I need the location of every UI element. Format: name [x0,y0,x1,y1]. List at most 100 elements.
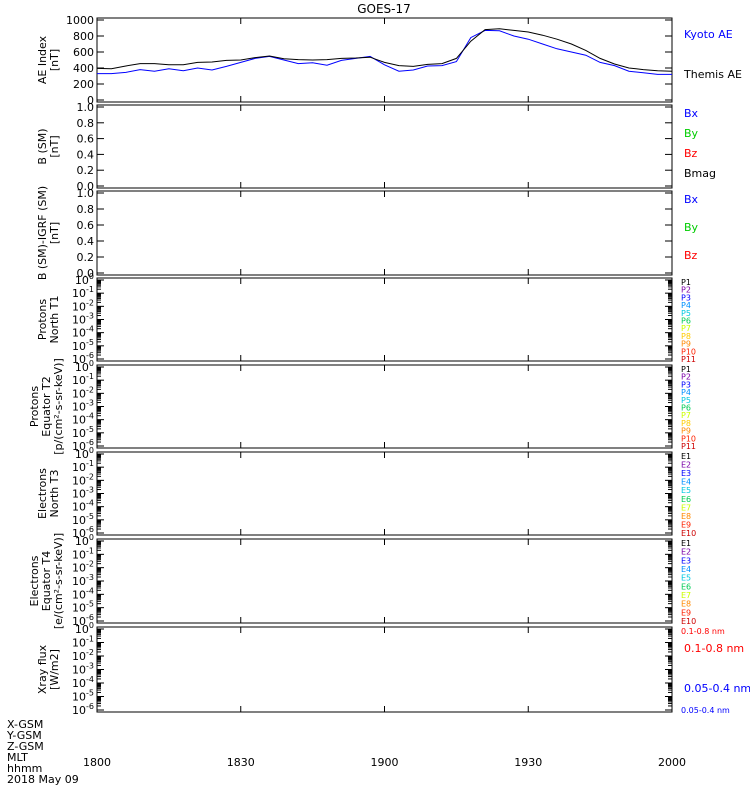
legend-entry: E3 [681,556,691,565]
ytick-label: 10-5 [72,512,94,527]
panel-ylabel: ProtonsNorth T1 [36,296,61,344]
ytick-label: 10-2 [72,298,94,313]
ytick-label: 600 [73,46,94,59]
themis-ae-series-line [96,28,673,72]
ytick-label: 0.6 [77,133,95,146]
xtick-label: 1930 [514,756,542,769]
panel-ylabel: ProtonsEquator T2[p/(cm²-s-sr-keV)] [28,358,65,455]
legend-entry: E1 [681,539,691,548]
ytick-label: 10-5 [72,689,94,704]
legend-entry: P6 [681,404,691,413]
panel-frame [96,451,673,536]
ytick-label: 10-6 [72,702,94,717]
panel-frame [96,364,673,449]
ytick-label: 10-2 [72,648,94,663]
time-axis: 1800 1830 1900 1930 2000 [83,18,686,769]
legend-entry: E9 [681,608,691,617]
legend-entry: E2 [681,461,691,470]
ytick-label: 10-4 [72,499,94,514]
legend-entry: E10 [681,617,696,626]
legend-entry: 0.05-0.4 nm [681,706,730,715]
legend-entry: P10 [681,434,696,443]
ytick-label: 10-4 [72,586,94,601]
legend-entry: Bmag [684,167,716,180]
ytick-label: 1.0 [77,187,95,200]
legend-entry: E2 [681,548,691,557]
ytick-label: 0.6 [77,219,95,232]
ytick-label: 800 [73,30,94,43]
panel-ylabel: Xray flux[W/m2] [36,644,61,694]
legend-entry: P8 [681,332,691,341]
legend-entry: P7 [681,411,691,420]
panel-frame [96,538,673,624]
footer-row-label: MLT [7,751,28,764]
ytick-label: 10-2 [72,472,94,487]
plot-title: GOES-17 [357,2,411,16]
ytick-label: 0.0 [77,267,95,280]
legend-entry: P1 [681,278,691,287]
ytick-label: 10-1 [72,372,94,387]
ytick-label: 10-6 [72,351,94,366]
panel-ylabel: B (SM)-IGRF (SM)[nT] [36,186,61,280]
ytick-label: 0.2 [77,251,95,264]
panel-ylabel: B (SM)[nT] [36,128,61,164]
legend-entry: E7 [681,503,691,512]
legend-entry: By [684,127,699,140]
ytick-label: 10-5 [72,425,94,440]
ytick-label: 100 [75,533,94,548]
legend-entry: P4 [681,301,691,310]
ytick-label: 100 [75,621,94,636]
ytick-label: 0.8 [77,203,95,216]
panel-stack: 0 200 400 600 800 1000 AE Index[nT] Kyoto AE The… [28,14,750,717]
panel-ae: 0 200 400 600 800 1000 AE Index[nT] Kyoto AE The… [36,14,742,107]
ytick-label: 10-3 [72,312,94,327]
ytick-label: 10-4 [72,325,94,340]
xtick-label: 1900 [371,756,399,769]
legend-entry: Themis AE [683,68,742,81]
legend-entry: P11 [681,355,696,364]
legend-entry: Kyoto AE [684,28,733,41]
ytick-label: 10-2 [72,560,94,575]
ytick-label: 10-6 [72,438,94,453]
legend-entry: 0.1-0.8 nm [684,642,744,655]
panel-frame [96,190,673,276]
ytick-label: 10-3 [72,486,94,501]
legend-entry: E3 [681,469,691,478]
ytick-label: 10-4 [72,675,94,690]
legend-entry: E6 [681,582,691,591]
ytick-label: 0.0 [77,180,95,193]
legend-entry: E7 [681,591,691,600]
footer-row-label: hhmm [7,762,42,775]
legend-entry: Bx [684,193,699,206]
ytick-label: 10-6 [72,613,94,628]
ytick-label: 100 [75,272,94,287]
legend-entry: P6 [681,317,691,326]
legend-entry: E8 [681,512,691,521]
legend-entry: P1 [681,365,691,374]
footer-date: 2018 May 09 [7,773,79,786]
legend-entry: P11 [681,442,696,451]
legend-entry: Bz [684,249,698,262]
legend-entry: P10 [681,347,696,356]
ytick-label: 100 [75,446,94,461]
legend-entry: P2 [681,286,691,295]
legend-entry: E8 [681,600,691,609]
ytick-label: 10-3 [72,662,94,677]
ytick-label: 0.4 [77,148,95,161]
ytick-label: 100 [75,359,94,374]
panel-frame [96,626,673,713]
legend-entry: Bz [684,147,698,160]
ytick-label: 1.0 [77,101,95,114]
ytick-label: 400 [73,62,94,75]
legend-entry: 0.1-0.8 nm [681,627,725,636]
ytick-label: 200 [73,78,94,91]
xtick-label: 1830 [227,756,255,769]
ytick-label: 1000 [66,14,94,27]
legend-entry: E4 [681,565,691,574]
ytick-label: 0 [87,94,94,107]
ytick-label: 10-2 [72,385,94,400]
footer-row-label: Z-GSM [7,740,44,753]
legend-entry: P5 [681,396,691,405]
